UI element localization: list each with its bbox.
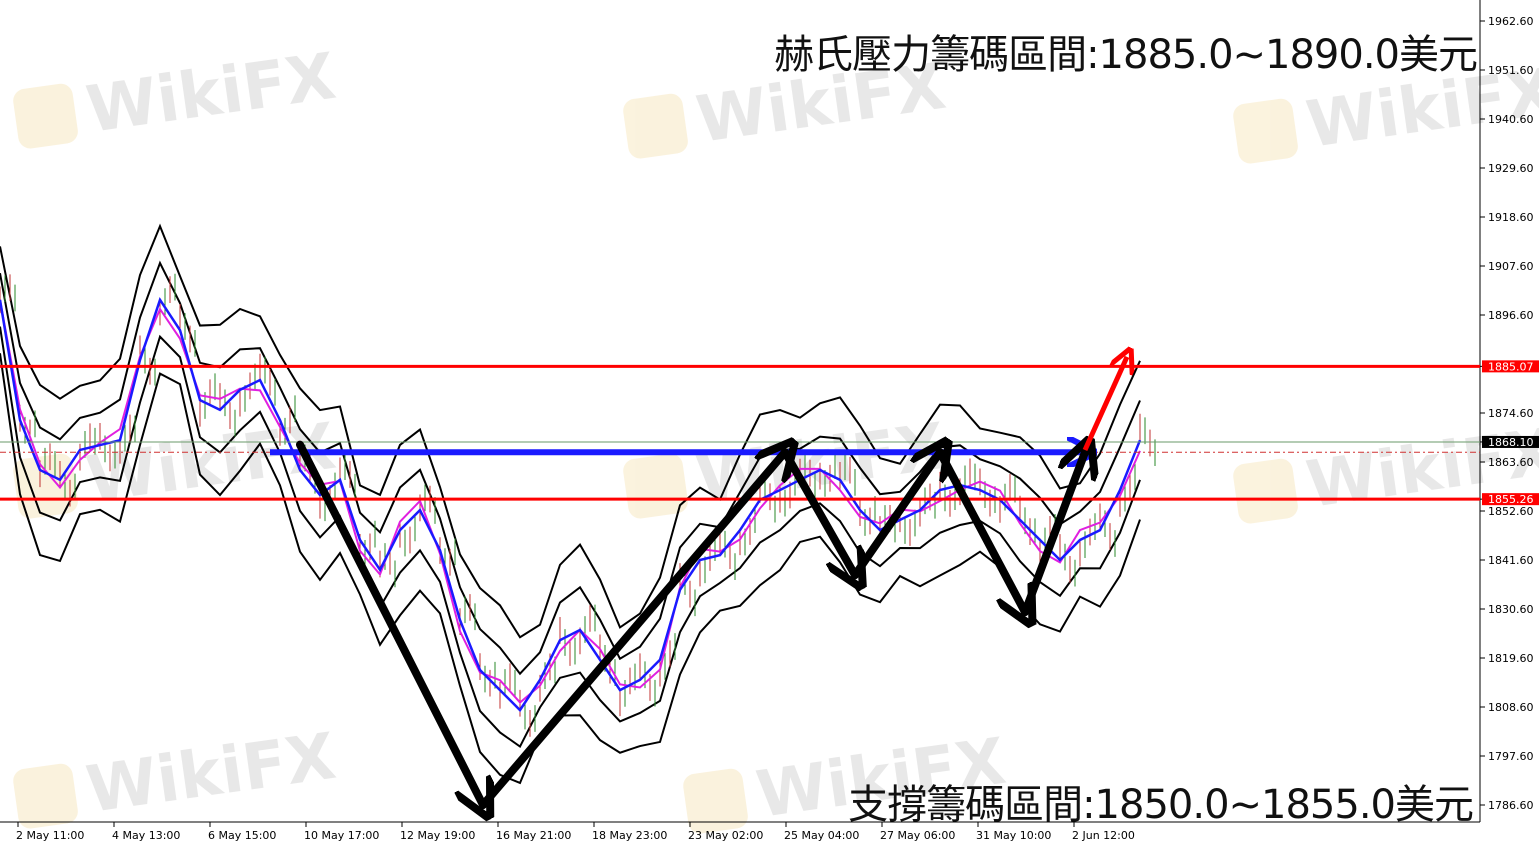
- y-tick-label: 1841.60: [1488, 554, 1534, 567]
- black-zigzag-arrow: [296, 440, 483, 805]
- red-arrow: [1082, 357, 1127, 452]
- y-tick-label: 1819.60: [1488, 652, 1534, 665]
- black-zigzag-arrow: [479, 452, 785, 809]
- bollinger-outer-upper-line: [0, 223, 1141, 639]
- watermark-logo-icon: [1233, 458, 1298, 524]
- watermark-logo-icon: [1233, 98, 1298, 164]
- watermark: WikiFX: [13, 720, 340, 829]
- y-tick-label: 1940.60: [1488, 113, 1534, 126]
- x-tick-label: 27 May 06:00: [880, 829, 955, 842]
- y-tick-label: 1830.60: [1488, 603, 1534, 616]
- y-tick-label: 1907.60: [1488, 260, 1534, 273]
- y-tick-label: 1808.60: [1488, 701, 1534, 714]
- watermark-text: WikiFX: [692, 410, 950, 518]
- support-title: 支撐籌碼區間:1850.0~1855.0美元: [848, 782, 1474, 828]
- watermark-logo-icon: [623, 93, 688, 159]
- y-tick-label: 1929.60: [1488, 162, 1534, 175]
- x-tick-label: 2 May 11:00: [16, 829, 84, 842]
- watermark: WikiFX: [13, 40, 340, 149]
- y-tick-label: 1868.10: [1488, 436, 1534, 449]
- price-label-bg: [1482, 435, 1539, 448]
- watermark-logo-icon: [13, 453, 78, 519]
- watermark-logo-icon: [623, 453, 688, 519]
- y-tick-label: 1885.07: [1488, 360, 1534, 373]
- x-tick-label: 6 May 15:00: [208, 829, 276, 842]
- x-tick-label: 12 May 19:00: [400, 829, 475, 842]
- watermark-text: WikiFX: [82, 40, 340, 148]
- y-tick-label: 1786.60: [1488, 799, 1534, 812]
- price-label-bg: [1482, 360, 1539, 373]
- y-tick-label: 1918.60: [1488, 211, 1534, 224]
- y-tick-label: 1874.60: [1488, 407, 1534, 420]
- y-tick-label: 1855.26: [1488, 493, 1534, 506]
- x-tick-label: 31 May 10:00: [976, 829, 1051, 842]
- black-zigzag-arrow: [781, 448, 855, 575]
- x-tick-label: 16 May 21:00: [496, 829, 571, 842]
- black-zigzag-arrow: [936, 448, 1025, 612]
- resistance-title: 赫氏壓力籌碼區間:1885.0~1890.0美元: [774, 32, 1478, 78]
- y-tick-label: 1797.60: [1488, 750, 1534, 763]
- price-label-bg: [1482, 493, 1539, 506]
- y-tick-label: 1863.60: [1488, 456, 1534, 469]
- watermark-logo-icon: [13, 83, 78, 149]
- y-tick-label: 1852.60: [1488, 505, 1534, 518]
- x-tick-label: 4 May 13:00: [112, 829, 180, 842]
- x-tick-label: 23 May 02:00: [688, 829, 763, 842]
- x-tick-label: 10 May 17:00: [304, 829, 379, 842]
- y-tick-label: 1962.60: [1488, 15, 1534, 28]
- y-tick-label: 1896.60: [1488, 309, 1534, 322]
- bollinger-outer-lower-line: [0, 353, 1141, 785]
- x-tick-label: 25 May 04:00: [784, 829, 859, 842]
- x-tick-label: 2 Jun 12:00: [1072, 829, 1135, 842]
- bollinger-inner-lower-line: [0, 326, 1141, 749]
- x-tick-label: 18 May 23:00: [592, 829, 667, 842]
- y-tick-label: 1951.60: [1488, 64, 1534, 77]
- watermark-logo-icon: [13, 763, 78, 829]
- black-zigzag-arrow: [851, 452, 940, 580]
- watermark-logo-icon: [683, 768, 748, 834]
- watermark-text: WikiFX: [82, 720, 340, 828]
- black-zigzag-arrow: [1021, 452, 1085, 617]
